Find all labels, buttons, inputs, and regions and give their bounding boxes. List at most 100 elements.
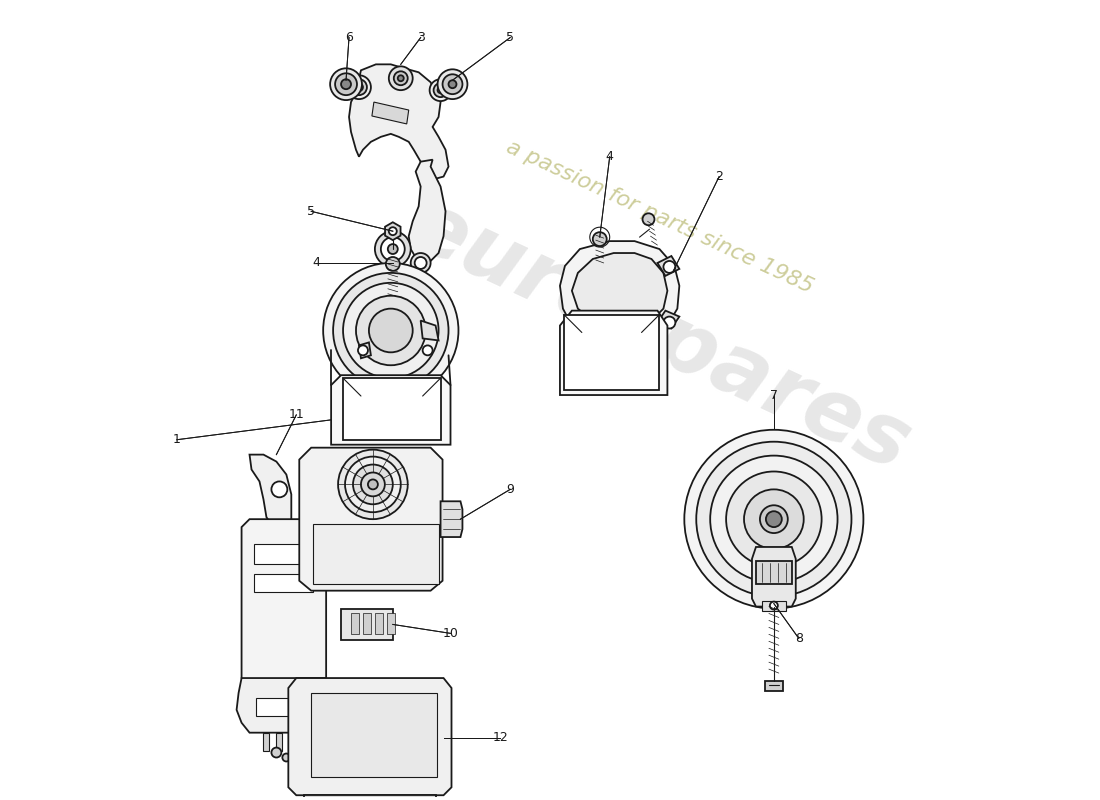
Polygon shape bbox=[385, 222, 400, 240]
Bar bbox=[253, 544, 313, 564]
Circle shape bbox=[430, 79, 451, 101]
Circle shape bbox=[368, 309, 412, 352]
Text: eurospares: eurospares bbox=[395, 184, 924, 489]
Circle shape bbox=[345, 457, 400, 512]
Circle shape bbox=[438, 70, 468, 99]
Text: 7: 7 bbox=[770, 389, 778, 402]
Polygon shape bbox=[572, 253, 668, 329]
Circle shape bbox=[696, 442, 851, 597]
Bar bbox=[343, 378, 441, 440]
Text: 4: 4 bbox=[606, 150, 614, 163]
Text: 9: 9 bbox=[506, 483, 514, 496]
Circle shape bbox=[343, 283, 439, 378]
Bar bbox=[374, 798, 386, 800]
Bar bbox=[363, 613, 371, 634]
Circle shape bbox=[711, 456, 837, 582]
Polygon shape bbox=[372, 102, 409, 124]
Text: 10: 10 bbox=[442, 627, 459, 640]
Text: 6: 6 bbox=[345, 31, 353, 44]
Text: 3: 3 bbox=[417, 31, 425, 44]
Text: 5: 5 bbox=[506, 31, 514, 44]
Polygon shape bbox=[349, 64, 449, 179]
Text: a passion for parts since 1985: a passion for parts since 1985 bbox=[503, 137, 816, 298]
Circle shape bbox=[341, 79, 351, 89]
Circle shape bbox=[333, 273, 449, 388]
Circle shape bbox=[770, 602, 778, 610]
Circle shape bbox=[361, 473, 385, 496]
Circle shape bbox=[346, 75, 371, 99]
Circle shape bbox=[410, 253, 430, 273]
Polygon shape bbox=[560, 310, 668, 395]
Polygon shape bbox=[288, 678, 451, 795]
Circle shape bbox=[726, 471, 822, 567]
Circle shape bbox=[663, 261, 675, 273]
Circle shape bbox=[415, 257, 427, 269]
Bar bbox=[354, 798, 366, 800]
Circle shape bbox=[433, 83, 448, 97]
Bar bbox=[253, 574, 313, 592]
Bar bbox=[311, 693, 437, 778]
Polygon shape bbox=[762, 601, 785, 610]
Polygon shape bbox=[658, 256, 680, 276]
Circle shape bbox=[358, 346, 367, 355]
Circle shape bbox=[422, 346, 432, 355]
Polygon shape bbox=[331, 375, 451, 445]
Text: 4: 4 bbox=[312, 257, 320, 270]
Circle shape bbox=[356, 296, 426, 366]
Text: 11: 11 bbox=[288, 408, 305, 422]
Bar bbox=[375, 613, 383, 634]
Circle shape bbox=[272, 482, 287, 498]
Circle shape bbox=[394, 71, 408, 86]
Text: 5: 5 bbox=[307, 205, 316, 218]
Text: 12: 12 bbox=[493, 731, 508, 744]
Polygon shape bbox=[242, 519, 326, 690]
Circle shape bbox=[381, 237, 405, 261]
Circle shape bbox=[449, 80, 456, 88]
Text: 2: 2 bbox=[715, 170, 723, 183]
Circle shape bbox=[442, 74, 462, 94]
Circle shape bbox=[593, 232, 607, 246]
Polygon shape bbox=[441, 502, 462, 537]
Circle shape bbox=[351, 79, 367, 95]
Bar bbox=[315, 798, 326, 800]
Circle shape bbox=[388, 227, 397, 235]
Circle shape bbox=[272, 747, 282, 758]
Circle shape bbox=[744, 490, 804, 549]
Circle shape bbox=[355, 83, 363, 91]
Polygon shape bbox=[341, 609, 393, 640]
Bar bbox=[351, 613, 359, 634]
Bar bbox=[564, 314, 659, 390]
Bar bbox=[289, 733, 295, 750]
Circle shape bbox=[375, 231, 410, 267]
Bar bbox=[256, 698, 311, 716]
Circle shape bbox=[367, 479, 378, 490]
Text: 1: 1 bbox=[173, 434, 180, 446]
Circle shape bbox=[338, 450, 408, 519]
Bar bbox=[414, 798, 426, 800]
Polygon shape bbox=[359, 342, 371, 358]
Bar bbox=[276, 733, 283, 750]
Circle shape bbox=[323, 263, 459, 398]
Polygon shape bbox=[236, 678, 333, 733]
Circle shape bbox=[766, 511, 782, 527]
Circle shape bbox=[336, 74, 358, 95]
Circle shape bbox=[642, 214, 654, 226]
Circle shape bbox=[386, 257, 399, 271]
Circle shape bbox=[438, 87, 443, 93]
Bar bbox=[394, 798, 406, 800]
Circle shape bbox=[760, 506, 788, 533]
Polygon shape bbox=[752, 547, 795, 606]
Circle shape bbox=[663, 317, 675, 329]
Circle shape bbox=[353, 465, 393, 504]
Circle shape bbox=[330, 68, 362, 100]
Bar bbox=[764, 681, 783, 691]
Circle shape bbox=[684, 430, 864, 609]
Polygon shape bbox=[305, 795, 436, 800]
Polygon shape bbox=[420, 321, 439, 341]
Text: 8: 8 bbox=[794, 632, 803, 645]
Polygon shape bbox=[560, 241, 680, 346]
Polygon shape bbox=[756, 561, 792, 584]
Bar bbox=[334, 798, 346, 800]
Polygon shape bbox=[658, 310, 680, 329]
Bar bbox=[387, 613, 395, 634]
